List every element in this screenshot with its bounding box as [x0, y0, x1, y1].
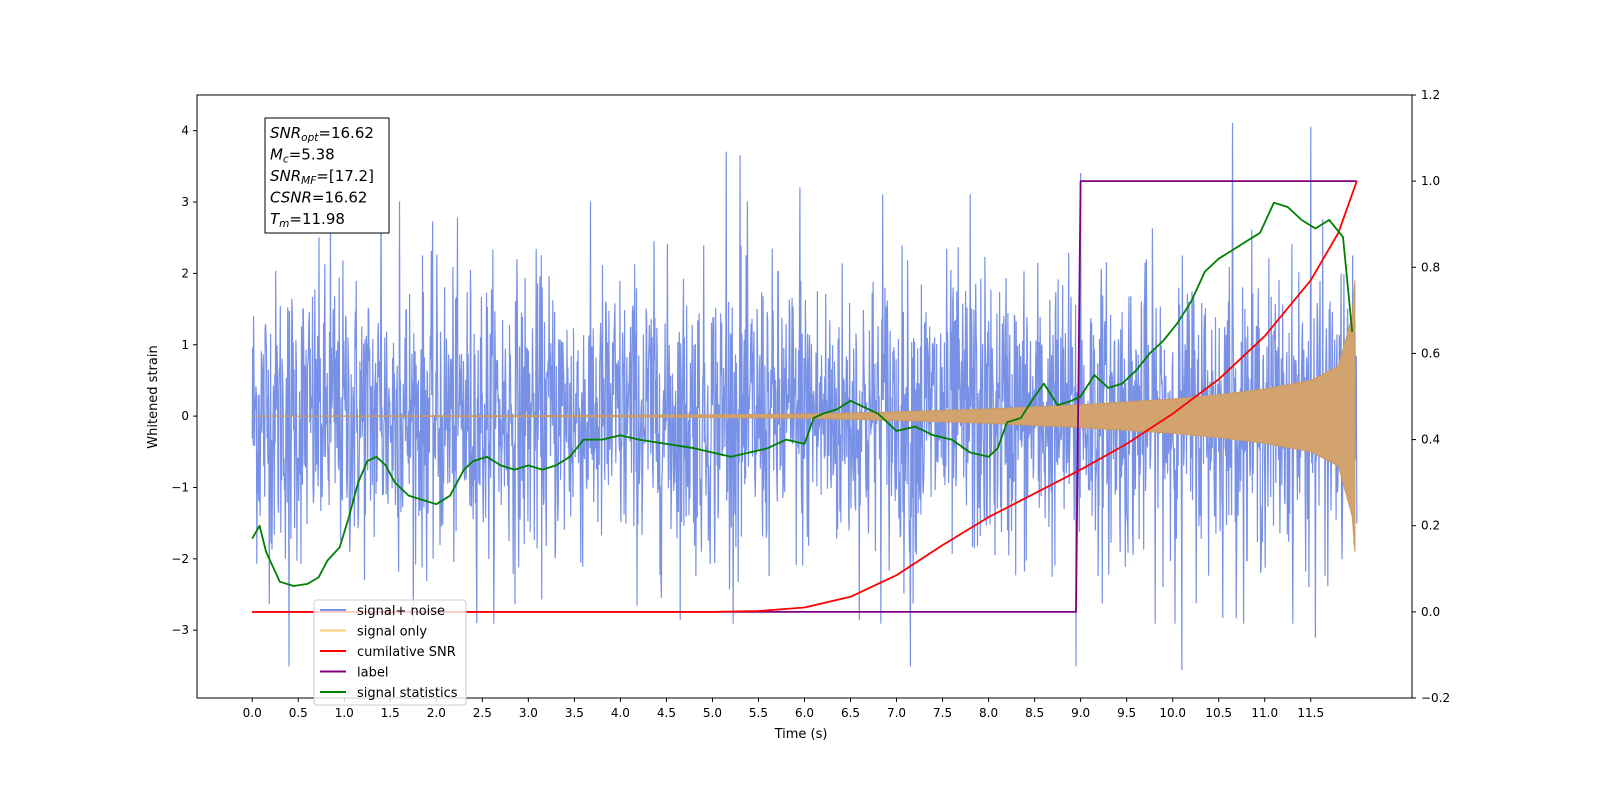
x-tick-label: 9.0 — [1071, 706, 1090, 720]
x-axis: 0.0 0.5 1.0 1.5 2.0 2.5 3.0 3.5 4.0 4.5 5.0 5.5 6.0 6… — [243, 698, 1324, 720]
series-signal-statistics — [251, 201, 1354, 587]
y-right-tick-label: 0.6 — [1421, 346, 1440, 360]
series-signal-noise — [251, 122, 1358, 671]
x-tick-label: 6.5 — [841, 706, 860, 720]
annotation-line: CSNR=16.62 — [270, 189, 367, 207]
y-left-tick-label: −1 — [171, 480, 189, 494]
x-tick-label: 6.0 — [795, 706, 814, 720]
annotation-symbol: M — [270, 146, 283, 164]
x-tick-label: 5.0 — [703, 706, 722, 720]
annotation-line: SNRMF=[17.2] — [270, 167, 374, 187]
x-tick-label: 3.5 — [565, 706, 584, 720]
annotation-subscript: MF — [301, 175, 317, 187]
y-left-tick-label: −3 — [171, 623, 189, 637]
x-tick-label: 3.0 — [519, 706, 538, 720]
annotation-line: SNRopt=16.62 — [270, 124, 374, 144]
y-right-tick-label: 0.4 — [1421, 433, 1440, 447]
x-tick-label: 8.0 — [979, 706, 998, 720]
y-left-tick-label: 0 — [181, 409, 189, 423]
legend: signal+ noise signal only cumilative SNR la… — [313, 599, 467, 706]
x-tick-label: 2.0 — [427, 706, 446, 720]
annotation-line: Mc=5.38 — [270, 146, 335, 166]
y-axis-right: −0.2 0.0 0.2 0.4 0.6 0.8 1.0 1.2 — [1412, 88, 1450, 705]
annotation-subscript: m — [279, 218, 289, 230]
x-tick-label: 10.5 — [1205, 706, 1232, 720]
x-tick-label: 0.0 — [243, 706, 262, 720]
x-tick-label: 10.0 — [1159, 706, 1186, 720]
x-tick-label: 11.0 — [1251, 706, 1278, 720]
x-tick-label: 1.0 — [335, 706, 354, 720]
annotation-box: SNRopt=16.62Mc=5.38SNRMF=[17.2]CSNR=16.6… — [264, 117, 390, 234]
x-tick-label: 2.5 — [473, 706, 492, 720]
x-tick-label: 4.0 — [611, 706, 630, 720]
x-tick-label: 4.5 — [657, 706, 676, 720]
legend-label: signal statistics — [357, 686, 458, 701]
annotation-lines: SNRopt=16.62Mc=5.38SNRMF=[17.2]CSNR=16.6… — [270, 124, 374, 230]
annotation-value: =5.38 — [289, 146, 335, 164]
annotation-value: =11.98 — [289, 210, 345, 228]
annotation-value: =16.62 — [318, 124, 374, 142]
x-tick-label: 5.5 — [749, 706, 768, 720]
y-left-tick-label: −2 — [171, 552, 189, 566]
x-tick-label: 0.5 — [289, 706, 308, 720]
legend-label: cumilative SNR — [357, 645, 456, 660]
annotation-value: =[17.2] — [316, 167, 374, 185]
annotation-symbol: CSNR — [270, 189, 312, 207]
annotation-frame — [264, 117, 390, 234]
y-right-tick-label: 1.0 — [1421, 174, 1440, 188]
x-tick-label: 11.5 — [1297, 706, 1324, 720]
annotation-value: =16.62 — [312, 189, 368, 207]
y-left-tick-label: 3 — [181, 195, 189, 209]
y-right-tick-label: 0.8 — [1421, 260, 1440, 274]
annotation-line: Tm=11.98 — [270, 210, 345, 230]
y-axis-label: Whitened strain — [146, 345, 161, 448]
y-left-tick-label: 1 — [181, 338, 189, 352]
legend-label: label — [357, 666, 388, 681]
legend-frame — [313, 599, 467, 706]
y-left-tick-label: 4 — [181, 124, 189, 138]
series-cumulative-snr — [252, 180, 1358, 613]
annotation-subscript: opt — [301, 132, 319, 144]
y-right-tick-label: 0.2 — [1421, 519, 1440, 533]
annotation-symbol: SNR — [270, 167, 301, 185]
y-left-tick-label: 2 — [181, 266, 189, 280]
y-right-tick-label: 1.2 — [1421, 88, 1440, 102]
annotation-symbol: SNR — [270, 124, 301, 142]
y-axis-left: −3 −2 −1 0 1 2 3 4 — [171, 124, 197, 637]
x-tick-label: 8.5 — [1025, 706, 1044, 720]
annotation-symbol: T — [270, 210, 281, 228]
annotation-subscript: c — [283, 154, 289, 166]
series-layer — [251, 122, 1358, 671]
y-right-tick-label: 0.0 — [1421, 605, 1440, 619]
x-tick-label: 9.5 — [1117, 706, 1136, 720]
series-signal-only — [252, 280, 1356, 552]
legend-label: signal+ noise — [357, 604, 445, 619]
x-axis-label: Time (s) — [774, 727, 828, 742]
legend-label: signal only — [357, 625, 427, 640]
x-tick-label: 7.5 — [933, 706, 952, 720]
x-tick-label: 1.5 — [381, 706, 400, 720]
x-tick-label: 7.0 — [887, 706, 906, 720]
y-right-tick-label: −0.2 — [1421, 691, 1450, 705]
legend-items: signal+ noise signal only cumilative SNR la… — [320, 604, 458, 701]
